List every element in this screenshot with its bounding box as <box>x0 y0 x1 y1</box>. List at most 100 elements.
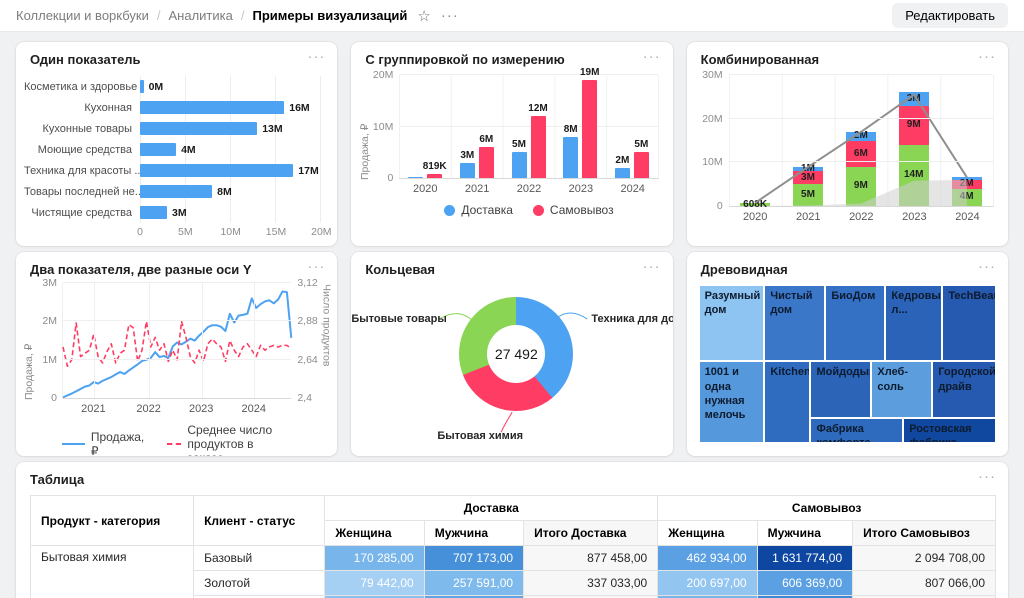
gridline <box>63 320 292 322</box>
column-subheader[interactable]: Итого Самовывоз <box>852 520 996 546</box>
bar[interactable] <box>633 152 649 178</box>
breadcrumb-analytics[interactable]: Аналитика <box>168 8 233 23</box>
bar[interactable] <box>140 101 285 114</box>
x-tick-label: 2020 <box>742 211 768 223</box>
bar-wrapper: 6M <box>478 75 494 178</box>
table-row: Бытовая химия Базовый 170 285,00 707 173,00… <box>29 545 996 598</box>
column-subheader[interactable]: Мужчина <box>423 520 525 546</box>
treemap-cell[interactable]: Кедровый л... <box>885 285 943 362</box>
stacked-bar-group: 2M 4M <box>940 75 993 206</box>
column-group-header[interactable]: Доставка <box>324 495 659 521</box>
value-cell: 170 285,00 <box>324 545 425 571</box>
column-subheader[interactable]: Женщина <box>324 520 425 546</box>
bar[interactable] <box>530 116 546 178</box>
treemap-cell[interactable]: Ростовская фабрика <box>903 417 996 443</box>
chart-title: Комбинированная <box>700 52 820 67</box>
stack-segment-red: 2M <box>951 179 982 189</box>
chart-menu-ellipsis-icon[interactable]: ··· <box>642 48 661 65</box>
dual-axis-line-chart: 0 2,4 1M 2,64 2M 2,88 3M 3,12 2021 2022 2023 2024 … <box>42 277 317 456</box>
chart-title: Таблица <box>30 472 85 487</box>
stacked-bar[interactable]: 1M 3M 5M <box>792 75 823 206</box>
bar[interactable] <box>427 173 443 178</box>
legend-item-pickup[interactable]: Самовывоз <box>532 203 614 217</box>
chart-menu-ellipsis-icon[interactable]: ··· <box>307 258 326 275</box>
bar-category-label: Кухонная <box>84 101 132 114</box>
bar[interactable] <box>140 80 144 93</box>
bar[interactable] <box>140 206 168 219</box>
treemap-cell[interactable]: Kitchen&... <box>764 361 811 443</box>
chart-title: Кольцевая <box>365 262 435 277</box>
donut-ring[interactable] <box>459 297 574 411</box>
treemap-cell[interactable]: Фабрика комфорта <box>810 417 904 443</box>
chart-menu-ellipsis-icon[interactable]: ··· <box>978 48 996 65</box>
page-menu-ellipsis-icon[interactable]: ··· <box>440 7 459 24</box>
grouped-bar-chart: 0 10M 20M 819K 3M 6M 5M 12M 8M 19M 2M 5M 2020 2021 20… <box>373 67 659 217</box>
gridline <box>728 161 993 163</box>
column-subheader[interactable]: Мужчина <box>756 520 854 546</box>
card-treemap: Древовидная ··· Разумный дом Чистый дом Би… <box>686 252 1008 456</box>
chart-menu-ellipsis-icon[interactable]: ··· <box>307 48 326 65</box>
favorite-star-icon[interactable]: ☆ <box>417 7 431 25</box>
breadcrumb-collections[interactable]: Коллекции и воркбуки <box>16 8 149 23</box>
bar[interactable] <box>478 147 494 178</box>
bar[interactable] <box>563 136 579 178</box>
legend-dot-icon <box>532 204 544 216</box>
x-tick-label: 2020 <box>413 183 438 195</box>
bar[interactable] <box>140 143 177 156</box>
bar-value-label: 17M <box>298 164 319 177</box>
bar[interactable] <box>140 164 294 177</box>
column-subheader[interactable]: Итого Доставка <box>523 520 659 546</box>
x-tick-label: 2023 <box>568 183 594 195</box>
dashboard-grid: Один показатель ··· Косметика и здоровье… <box>0 32 1024 456</box>
edit-button[interactable]: Редактировать <box>892 3 1008 28</box>
gridline <box>728 74 993 75</box>
treemap-cell[interactable]: TechBeauty <box>942 285 996 362</box>
treemap-cell[interactable]: Мойдодыр <box>810 361 872 418</box>
left-y-tick-label: 3M <box>42 277 57 289</box>
stacked-bar[interactable]: 2M 4M <box>951 75 982 206</box>
chart-legend: Доставка Самовывоз <box>399 203 658 217</box>
bar-value-label: 5M <box>512 139 526 151</box>
y-axis-label: Продажа, ₽ <box>359 123 372 180</box>
card-donut: Кольцевая ··· 27 492 Бытовые товары Техн… <box>351 252 673 456</box>
column-header-category[interactable]: Продукт - категория <box>29 495 195 546</box>
value-cell: 1 286 972,00 <box>852 595 996 598</box>
x-tick-label: 2023 <box>902 211 927 223</box>
bar-row: Моющие средства 4M <box>24 139 322 160</box>
chart-menu-ellipsis-icon[interactable]: ··· <box>642 258 661 275</box>
bar[interactable] <box>614 167 630 178</box>
treemap-cell[interactable]: 1001 и одна нужная мелочь <box>698 361 765 443</box>
stacked-bar[interactable]: 608K <box>740 75 771 209</box>
bar[interactable] <box>511 152 527 178</box>
stacked-bar[interactable]: 3M 9M 14M <box>898 75 929 206</box>
bar[interactable] <box>140 185 213 198</box>
legend-label: Среднее число продуктов в заказе <box>187 423 273 456</box>
column-group-header[interactable]: Самовывоз <box>657 495 996 521</box>
bar[interactable] <box>582 80 598 178</box>
bar[interactable] <box>459 162 475 178</box>
stacked-bar[interactable]: 2M 6M 9M <box>845 75 876 206</box>
treemap-cell[interactable]: Городской драйв <box>932 361 996 418</box>
treemap-cell[interactable]: Хлеб-соль <box>871 361 933 418</box>
card-grouped-bars: С группировкой по измерению ··· Продажа,… <box>351 42 673 246</box>
column-header-status[interactable]: Клиент - статус <box>193 495 326 546</box>
x-tick-label: 10M <box>220 226 241 238</box>
column-subheader[interactable]: Женщина <box>657 520 758 546</box>
legend-item-avg-products[interactable]: Среднее число продуктов в заказе <box>167 423 291 456</box>
y-tick-label: 30M <box>702 69 723 81</box>
y-tick-label: 20M <box>702 112 723 125</box>
combined-chart: 0 10M 20M 30M 608K 1M 3M 5M 2M 6M 9M 3M 9M 14M 2M 4M 20… <box>702 69 994 223</box>
bar[interactable] <box>140 122 258 135</box>
gridline <box>94 283 96 398</box>
treemap-cell[interactable]: БиоДом <box>825 285 886 362</box>
treemap-cell[interactable]: Разумный дом <box>698 285 765 362</box>
bar[interactable] <box>408 176 424 178</box>
legend-label: Самовывоз <box>549 203 614 217</box>
chart-menu-ellipsis-icon[interactable]: ··· <box>978 258 996 275</box>
legend-item-delivery[interactable]: Доставка <box>444 203 513 217</box>
treemap-cell[interactable]: Чистый дом <box>764 285 826 362</box>
bar-value-label: 12M <box>528 103 548 115</box>
legend-item-sales[interactable]: Продажа, ₽ <box>62 430 147 456</box>
chart-menu-ellipsis-icon[interactable]: ··· <box>978 468 996 485</box>
gridline <box>399 74 658 75</box>
